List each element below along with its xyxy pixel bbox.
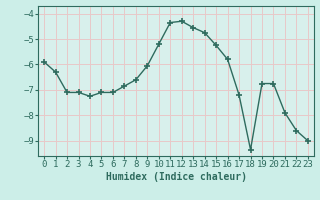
X-axis label: Humidex (Indice chaleur): Humidex (Indice chaleur) xyxy=(106,172,246,182)
